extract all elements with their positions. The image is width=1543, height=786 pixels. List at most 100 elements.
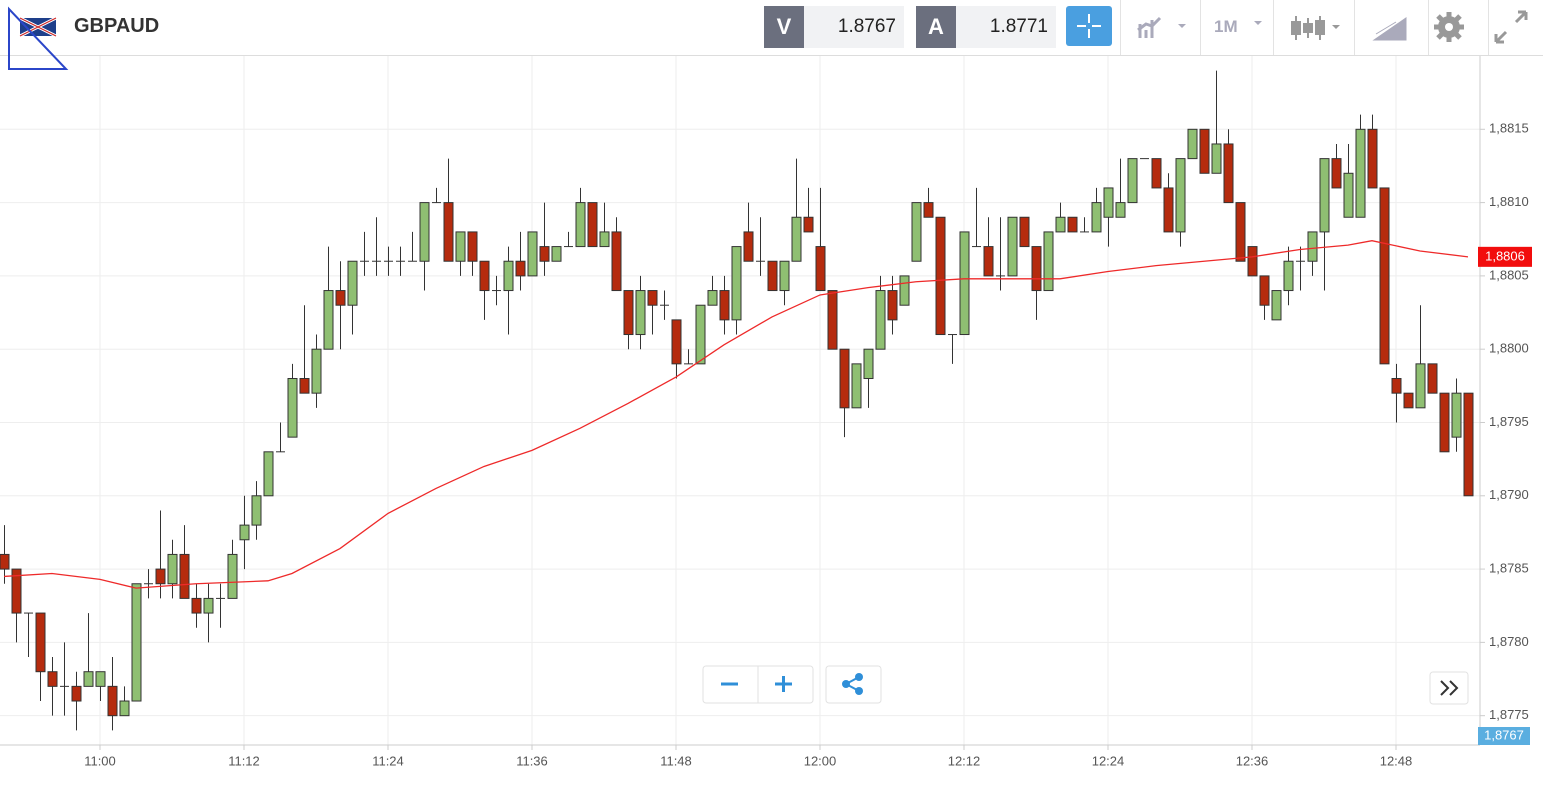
candle-body	[95, 671, 106, 687]
marks	[0, 70, 1474, 731]
candle-body	[803, 216, 814, 233]
candle-body	[155, 568, 166, 585]
timeframe[interactable]: 1M	[1214, 17, 1238, 36]
candle-body	[35, 612, 46, 673]
candle-body	[1259, 275, 1270, 306]
candle-body	[1235, 202, 1246, 262]
candle-body	[167, 553, 178, 585]
candle-body	[71, 685, 82, 702]
candle-body	[287, 378, 298, 438]
y-tick-label: 1,8795	[1489, 414, 1529, 429]
candle-body	[887, 290, 898, 321]
candle-body	[923, 202, 934, 218]
candle-body	[1127, 158, 1138, 204]
candle-body	[599, 231, 610, 248]
bid-tag: 1,8767	[1484, 727, 1524, 742]
candle-body	[1367, 128, 1378, 189]
y-tick-label: 1,8800	[1489, 341, 1529, 356]
candle-body	[587, 202, 598, 248]
candle-body	[1319, 158, 1330, 233]
fullscreen-button[interactable]	[1494, 10, 1528, 44]
candle-body	[611, 231, 622, 292]
toolbar: GBPAUD V 1.8767 A 1.8771 1M	[0, 0, 1543, 70]
timeframe-caret[interactable]	[1254, 21, 1262, 25]
candle-body	[899, 275, 910, 306]
bid-tag-bg	[1478, 727, 1530, 745]
chart-type-button[interactable]	[1291, 16, 1340, 40]
candle-body	[623, 290, 634, 336]
candle-body	[1223, 143, 1234, 204]
x-tick-label: 11:24	[372, 753, 404, 768]
candle-body	[299, 378, 310, 394]
x-tick-label: 12:00	[804, 753, 837, 768]
scroll-end-icon	[1440, 680, 1459, 696]
candle-body	[527, 231, 538, 277]
candle-body	[191, 597, 202, 614]
candle-body	[467, 231, 478, 262]
candle-body	[1247, 246, 1258, 277]
buy-price[interactable]: 1.8771	[956, 6, 1056, 48]
candle-body	[707, 290, 718, 306]
sell-label[interactable]: V	[764, 6, 804, 48]
zoom-controls[interactable]	[702, 665, 1469, 705]
candle-body	[647, 290, 658, 306]
candle-body	[1343, 172, 1354, 218]
candle-body	[1067, 216, 1078, 233]
moving-average-line	[3, 240, 1469, 589]
candle-body	[263, 451, 274, 497]
candle-body	[479, 260, 490, 292]
indicator-button[interactable]	[1137, 16, 1186, 38]
corner-marker	[8, 6, 69, 70]
candle-body	[131, 583, 142, 702]
draw-button[interactable]	[1372, 17, 1407, 41]
crosshair-button[interactable]	[1066, 6, 1112, 46]
candle-body	[839, 348, 850, 409]
candle-body	[47, 671, 58, 687]
sell-price[interactable]: 1.8767	[804, 6, 904, 48]
y-tick-label: 1,8810	[1489, 194, 1529, 209]
y-tick-label: 1,8790	[1489, 487, 1529, 502]
x-tick-label: 11:48	[660, 753, 692, 768]
plot-area	[0, 56, 1480, 745]
candle-body	[1103, 187, 1114, 218]
candle-body	[1331, 158, 1342, 189]
candle-body	[911, 202, 922, 262]
candle-body	[1355, 128, 1366, 218]
settings-button[interactable]	[1434, 12, 1464, 42]
candle-body	[107, 685, 118, 717]
candle-body	[1379, 187, 1390, 365]
candle-body	[791, 216, 802, 262]
candle-body	[419, 202, 430, 262]
candle-body	[1031, 246, 1042, 292]
candle-body	[1019, 216, 1030, 248]
y-tick-label: 1,8815	[1489, 121, 1529, 136]
candle-body	[1427, 363, 1438, 394]
share-icon	[842, 673, 863, 695]
y-tick-label: 1,8775	[1489, 707, 1529, 722]
candle-body	[827, 290, 838, 350]
candle-body	[1307, 231, 1318, 262]
candle-body	[503, 260, 514, 292]
candle-body	[227, 553, 238, 599]
candle-body	[11, 568, 22, 614]
candle-body	[1007, 216, 1018, 277]
candle-body	[251, 495, 262, 526]
candle-body	[1163, 187, 1174, 233]
ma-tag: 1,8806	[1485, 248, 1525, 263]
x-tick-label: 11:00	[84, 753, 116, 768]
candle-body	[1283, 260, 1294, 292]
candle-body	[1043, 231, 1054, 292]
toolbar-icons	[1120, 0, 1528, 55]
candle-body	[239, 524, 250, 541]
candle-body	[779, 260, 790, 292]
candle-body	[1175, 158, 1186, 233]
share-button[interactable]	[825, 665, 882, 704]
candle-body	[551, 246, 562, 262]
candle-body	[959, 231, 970, 336]
candle-body	[815, 246, 826, 292]
candle-body	[719, 290, 730, 321]
candle-body	[1199, 128, 1210, 174]
x-tick-label: 11:12	[228, 753, 260, 768]
x-tick-label: 11:36	[516, 753, 548, 768]
buy-label[interactable]: A	[916, 6, 956, 48]
